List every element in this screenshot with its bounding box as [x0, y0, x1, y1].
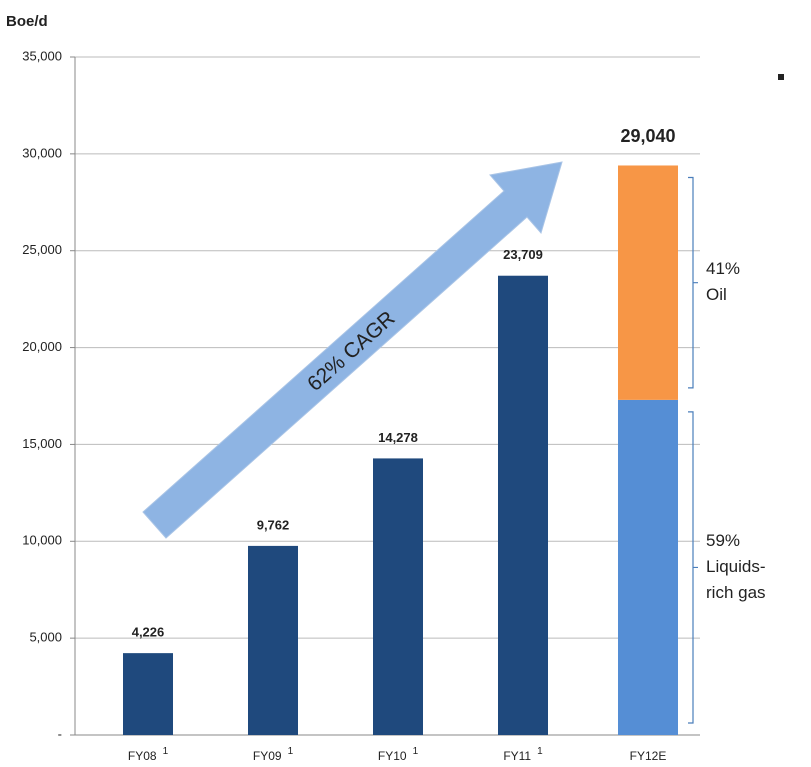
y-tick-label: 30,000 — [22, 145, 62, 160]
y-tick-label: 35,000 — [22, 48, 62, 63]
total-label: 29,040 — [620, 126, 675, 146]
y-tick-label: 25,000 — [22, 242, 62, 257]
footnote: 1 — [537, 746, 543, 757]
footnote: 1 — [413, 746, 419, 757]
bar — [373, 458, 423, 735]
footnote: 1 — [163, 746, 169, 757]
x-tick-label: FY12E — [630, 749, 667, 763]
annotation: Liquids- — [706, 557, 766, 576]
annotation: Oil — [706, 285, 727, 304]
x-tick-label: FY09 1 — [253, 746, 294, 764]
annotation: 41% — [706, 259, 740, 278]
bar — [618, 165, 678, 400]
y-tick-label: - — [58, 726, 62, 741]
footnote: 1 — [288, 746, 294, 757]
value-label: 23,709 — [503, 247, 543, 262]
y-tick-label: 15,000 — [22, 436, 62, 451]
bullet — [778, 74, 784, 80]
y-tick-label: 10,000 — [22, 533, 62, 548]
category: FY09 — [253, 749, 282, 763]
category: FY11 — [503, 749, 531, 763]
bracket — [688, 176, 698, 389]
x-tick-label: FY11 1 — [503, 746, 543, 764]
y-tick-label: 20,000 — [22, 339, 62, 354]
bar — [248, 545, 298, 735]
value-label: 14,278 — [378, 430, 418, 445]
category: FY12E — [630, 749, 667, 763]
x-tick-label: FY08 1 — [128, 746, 169, 764]
value-label: 4,226 — [132, 625, 165, 640]
annotation: rich gas — [706, 583, 766, 602]
bar — [123, 653, 173, 735]
y-axis-label: Boe/d — [6, 13, 48, 30]
value-label: 9,762 — [257, 517, 290, 532]
y-tick-label: 5,000 — [29, 630, 62, 645]
x-tick-label: FY10 1 — [378, 746, 419, 764]
annotation: 59% — [706, 531, 740, 550]
category: FY10 — [378, 749, 407, 763]
bar — [498, 275, 548, 735]
bar — [618, 399, 678, 735]
category: FY08 — [128, 749, 157, 763]
cagr-arrow — [142, 161, 563, 539]
bracket — [688, 411, 698, 724]
